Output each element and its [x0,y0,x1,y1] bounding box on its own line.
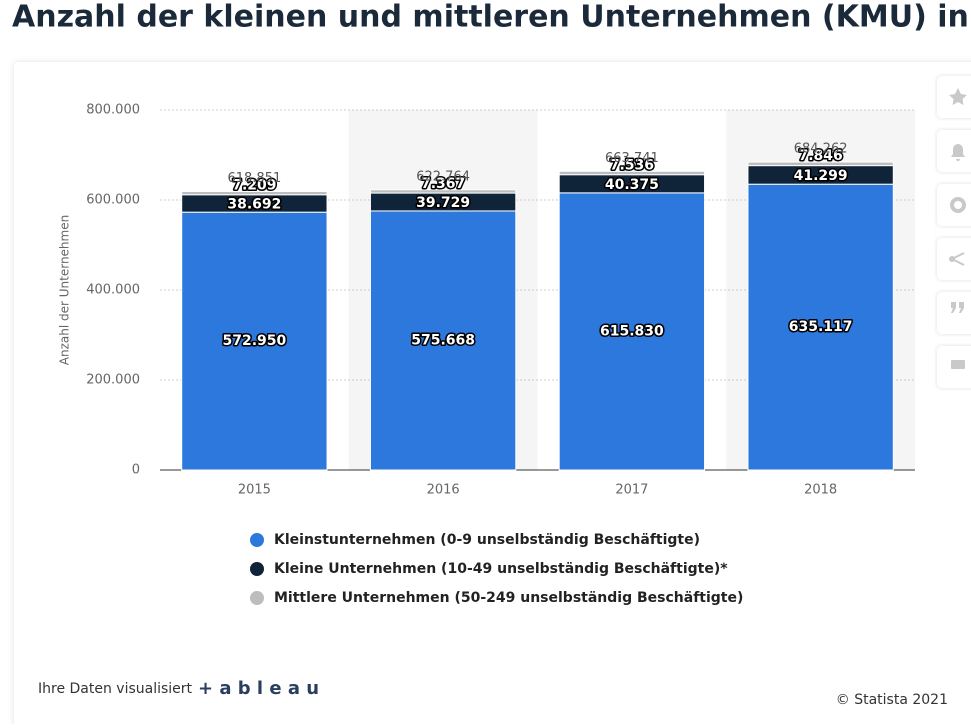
y-tick-label: 200.000 [86,373,140,388]
gear-icon [950,197,966,213]
bar-segment [181,191,328,196]
bar-segment [558,170,706,176]
value-label: 7.846 [798,148,842,164]
value-label: 635.117 [789,319,853,335]
y-axis-label: Anzahl der Unternehmen [58,215,72,365]
value-label: 7.209 [232,178,276,194]
star-icon [949,88,967,105]
x-tick-label: 2015 [238,483,271,498]
legend-label: Mittlere Unternehmen (50-249 unselbständ… [274,590,743,606]
legend-marker [250,562,264,576]
footer-text: Ihre Daten visualisiert [38,681,193,697]
settings-button[interactable] [937,184,971,226]
y-tick-label: 0 [132,463,140,478]
bar-segment [181,211,328,471]
bar-segment [369,210,517,471]
value-label: 7.536 [610,157,654,173]
copyright: © Statista 2021 [836,692,948,708]
x-tick-label: 2016 [427,483,460,498]
print-icon [951,360,965,369]
total-label: 622.764 [416,169,470,184]
quote-icon [951,302,964,313]
legend-marker [250,533,264,547]
x-tick-label: 2017 [615,483,648,498]
value-label: 40.375 [605,177,659,193]
tableau-logo[interactable]: + a b l e a u [198,678,319,699]
legend-label: Kleine Unternehmen (10-49 unselbständig … [274,561,728,577]
value-label: 572.950 [222,333,286,349]
value-label: 7.367 [421,176,465,192]
bar-segment [558,192,706,471]
total-label: 618.851 [227,171,281,186]
bell-icon [951,144,965,161]
value-label: 575.668 [411,332,475,348]
total-label: 684.262 [794,142,848,157]
total-label: 663.741 [605,151,659,166]
value-label: 615.830 [600,323,664,339]
share-dot [949,256,955,262]
legend-marker [250,591,264,605]
page-title: Anzahl der kleinen und mittleren Unterne… [12,0,971,35]
cite-button[interactable] [937,292,971,334]
y-tick-label: 600.000 [86,193,140,208]
value-label: 39.729 [416,195,470,211]
bar-segment [747,161,894,167]
y-tick-label: 800.000 [86,103,140,118]
value-label: 38.692 [227,196,281,212]
value-label: 41.299 [794,168,848,184]
bar-segment [369,189,517,194]
toolbar [937,76,971,388]
x-tick-label: 2018 [804,483,837,498]
legend-label: Kleinstunternehmen (0-9 unselbständig Be… [274,532,700,548]
bar-segment [747,183,894,471]
y-tick-label: 400.000 [86,283,140,298]
